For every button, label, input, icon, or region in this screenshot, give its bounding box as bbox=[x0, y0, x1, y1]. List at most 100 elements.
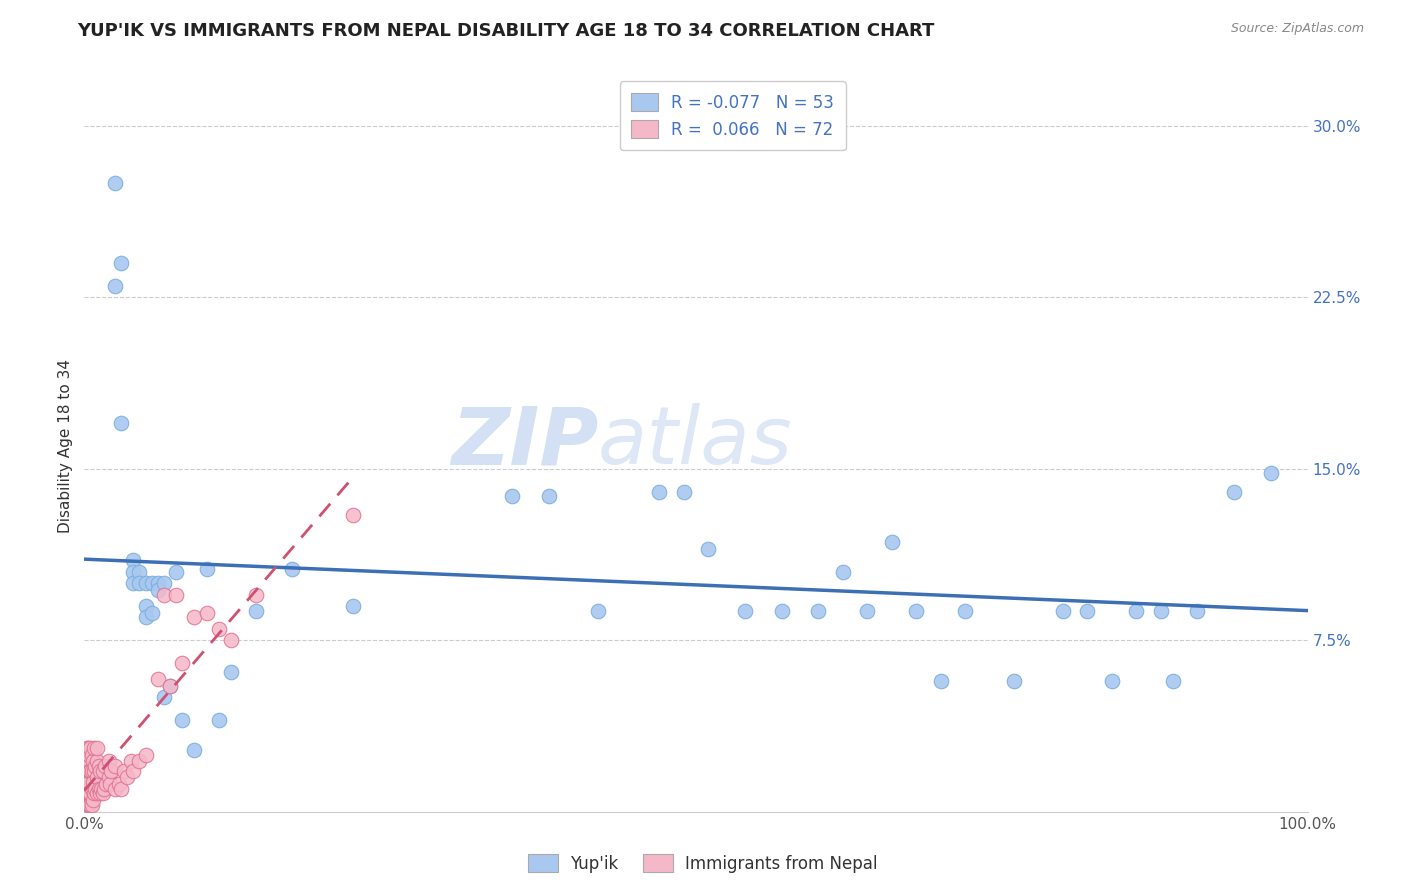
Point bbox=[245, 604, 267, 618]
Point bbox=[93, 781, 115, 796]
Point bbox=[77, 764, 100, 778]
Point bbox=[165, 565, 187, 579]
Point bbox=[159, 679, 181, 693]
Point bbox=[110, 416, 132, 430]
Point bbox=[77, 797, 100, 812]
Point bbox=[94, 759, 117, 773]
Point bbox=[831, 565, 853, 579]
Point bbox=[1223, 484, 1246, 499]
Point bbox=[1076, 604, 1098, 618]
Point bbox=[107, 777, 129, 791]
Point bbox=[79, 764, 101, 778]
Point bbox=[90, 781, 112, 796]
Point bbox=[195, 606, 218, 620]
Point bbox=[77, 764, 100, 778]
Point bbox=[1125, 604, 1147, 618]
Point bbox=[770, 604, 793, 618]
Point bbox=[281, 562, 304, 576]
Point bbox=[112, 764, 135, 778]
Point bbox=[83, 764, 105, 778]
Point bbox=[83, 740, 105, 755]
Point bbox=[1002, 674, 1025, 689]
Point bbox=[76, 775, 98, 789]
Point bbox=[86, 740, 108, 755]
Point bbox=[80, 797, 103, 812]
Point bbox=[183, 610, 205, 624]
Point bbox=[146, 582, 169, 597]
Point bbox=[84, 781, 107, 796]
Point bbox=[89, 787, 111, 801]
Text: atlas: atlas bbox=[598, 403, 793, 482]
Point bbox=[953, 604, 976, 618]
Text: Source: ZipAtlas.com: Source: ZipAtlas.com bbox=[1230, 22, 1364, 36]
Point bbox=[159, 679, 181, 693]
Point bbox=[135, 610, 157, 624]
Point bbox=[79, 787, 101, 801]
Point bbox=[77, 775, 100, 789]
Point bbox=[208, 714, 231, 728]
Point bbox=[77, 797, 100, 812]
Point bbox=[89, 764, 111, 778]
Point bbox=[91, 764, 114, 778]
Point bbox=[104, 759, 127, 773]
Point bbox=[208, 622, 231, 636]
Point bbox=[80, 764, 103, 778]
Point bbox=[110, 781, 132, 796]
Point bbox=[905, 604, 928, 618]
Point bbox=[80, 781, 103, 796]
Point bbox=[165, 588, 187, 602]
Point bbox=[122, 565, 145, 579]
Point bbox=[76, 796, 98, 810]
Point bbox=[82, 793, 104, 807]
Point bbox=[115, 771, 138, 785]
Point bbox=[172, 714, 194, 728]
Point bbox=[77, 755, 100, 769]
Point bbox=[141, 606, 163, 620]
Legend: R = -0.077   N = 53, R =  0.066   N = 72: R = -0.077 N = 53, R = 0.066 N = 72 bbox=[620, 81, 846, 150]
Point bbox=[146, 576, 169, 591]
Point bbox=[104, 279, 127, 293]
Point bbox=[91, 787, 114, 801]
Point bbox=[172, 656, 194, 670]
Point bbox=[77, 740, 100, 755]
Text: YUP'IK VS IMMIGRANTS FROM NEPAL DISABILITY AGE 18 TO 34 CORRELATION CHART: YUP'IK VS IMMIGRANTS FROM NEPAL DISABILI… bbox=[77, 22, 935, 40]
Point bbox=[128, 755, 150, 769]
Point bbox=[342, 508, 364, 522]
Point bbox=[122, 553, 145, 567]
Point bbox=[135, 576, 157, 591]
Point bbox=[342, 599, 364, 613]
Point bbox=[84, 759, 107, 773]
Point bbox=[1052, 604, 1074, 618]
Point bbox=[807, 604, 830, 618]
Point bbox=[96, 777, 118, 791]
Point bbox=[76, 764, 98, 778]
Point bbox=[880, 535, 903, 549]
Point bbox=[76, 755, 98, 769]
Point bbox=[120, 755, 142, 769]
Point bbox=[80, 747, 103, 762]
Y-axis label: Disability Age 18 to 34: Disability Age 18 to 34 bbox=[58, 359, 73, 533]
Point bbox=[79, 797, 101, 812]
Point bbox=[77, 775, 100, 789]
Point bbox=[153, 576, 176, 591]
Point bbox=[538, 489, 561, 503]
Point bbox=[1161, 674, 1184, 689]
Point bbox=[245, 588, 267, 602]
Point bbox=[87, 781, 110, 796]
Point bbox=[82, 775, 104, 789]
Point bbox=[1150, 604, 1173, 618]
Point bbox=[83, 787, 105, 801]
Point bbox=[97, 771, 120, 785]
Point bbox=[86, 755, 108, 769]
Point bbox=[77, 787, 100, 801]
Point bbox=[146, 672, 169, 686]
Point bbox=[79, 740, 101, 755]
Text: ZIP: ZIP bbox=[451, 403, 598, 482]
Point bbox=[1187, 604, 1209, 618]
Point bbox=[104, 176, 127, 190]
Point bbox=[648, 484, 671, 499]
Point bbox=[82, 755, 104, 769]
Point bbox=[1101, 674, 1123, 689]
Point bbox=[153, 588, 176, 602]
Point bbox=[672, 484, 695, 499]
